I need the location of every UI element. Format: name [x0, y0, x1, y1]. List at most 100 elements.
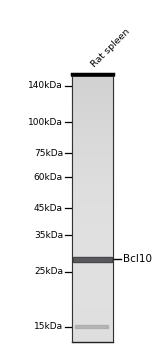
- Bar: [72, 77, 113, 78]
- Bar: [72, 198, 113, 199]
- Bar: [72, 105, 113, 106]
- Bar: [72, 137, 113, 138]
- Bar: [72, 235, 113, 236]
- Bar: [72, 148, 113, 149]
- Bar: [72, 319, 113, 320]
- Bar: [72, 159, 113, 160]
- Bar: [72, 229, 113, 230]
- Bar: [72, 78, 113, 79]
- Bar: [72, 104, 113, 105]
- Bar: [72, 267, 113, 268]
- Bar: [72, 163, 113, 164]
- Bar: [72, 223, 113, 224]
- Bar: [72, 106, 113, 107]
- Bar: [72, 253, 113, 254]
- Bar: [72, 149, 113, 150]
- Bar: [72, 277, 113, 278]
- Bar: [72, 315, 113, 316]
- Bar: [72, 110, 113, 111]
- Bar: [72, 325, 113, 326]
- Bar: [72, 290, 113, 291]
- Bar: [72, 316, 113, 317]
- Bar: [72, 323, 113, 324]
- Text: 140kDa: 140kDa: [28, 82, 63, 90]
- Bar: [72, 281, 113, 282]
- Bar: [75, 325, 108, 328]
- Bar: [72, 289, 113, 290]
- Bar: [72, 175, 113, 176]
- Bar: [72, 218, 113, 219]
- Text: 45kDa: 45kDa: [34, 204, 63, 213]
- Bar: [72, 194, 113, 195]
- Bar: [72, 327, 113, 328]
- Bar: [72, 123, 113, 124]
- Bar: [72, 283, 113, 284]
- Bar: [72, 312, 113, 313]
- Bar: [72, 118, 113, 119]
- Bar: [72, 107, 113, 108]
- Bar: [72, 154, 113, 155]
- Text: Rat spleen: Rat spleen: [90, 27, 132, 69]
- Bar: [72, 250, 113, 251]
- Bar: [72, 120, 113, 121]
- Bar: [72, 111, 113, 112]
- Bar: [72, 168, 113, 169]
- Bar: [72, 203, 113, 204]
- Bar: [72, 214, 113, 215]
- Bar: [72, 335, 113, 336]
- Bar: [72, 328, 113, 329]
- Bar: [72, 135, 113, 137]
- Bar: [72, 240, 113, 241]
- Bar: [72, 196, 113, 197]
- Bar: [72, 89, 113, 90]
- Bar: [72, 257, 113, 258]
- Bar: [72, 213, 113, 214]
- Bar: [72, 119, 113, 120]
- Bar: [72, 129, 113, 130]
- Bar: [72, 265, 113, 266]
- Bar: [72, 184, 113, 186]
- Bar: [72, 300, 113, 301]
- Bar: [72, 122, 113, 123]
- Bar: [72, 217, 113, 218]
- Bar: [72, 162, 113, 163]
- Bar: [72, 176, 113, 177]
- Bar: [72, 169, 113, 170]
- Bar: [72, 298, 113, 299]
- Bar: [72, 299, 113, 300]
- Bar: [72, 164, 113, 165]
- Bar: [72, 309, 113, 310]
- Bar: [72, 152, 113, 153]
- Bar: [72, 295, 113, 296]
- Bar: [72, 117, 113, 118]
- Bar: [72, 188, 113, 189]
- Bar: [72, 220, 113, 221]
- Bar: [72, 205, 113, 206]
- Bar: [72, 272, 113, 273]
- Bar: [72, 172, 113, 173]
- Bar: [72, 251, 113, 252]
- Bar: [72, 80, 113, 81]
- Bar: [72, 260, 113, 261]
- Bar: [72, 158, 113, 159]
- Bar: [72, 233, 113, 234]
- Bar: [72, 101, 113, 102]
- Bar: [72, 313, 113, 314]
- Bar: [72, 113, 113, 114]
- Bar: [72, 259, 113, 260]
- Bar: [72, 125, 113, 126]
- Bar: [72, 224, 113, 225]
- Bar: [72, 90, 113, 91]
- Bar: [72, 331, 113, 332]
- Text: 25kDa: 25kDa: [34, 267, 63, 276]
- Bar: [72, 216, 113, 217]
- Bar: [72, 332, 113, 333]
- Bar: [72, 103, 113, 104]
- Bar: [72, 269, 113, 270]
- Bar: [72, 286, 113, 287]
- Bar: [72, 127, 113, 128]
- Bar: [72, 263, 113, 264]
- Bar: [72, 241, 113, 242]
- Bar: [72, 206, 113, 207]
- Bar: [72, 326, 113, 327]
